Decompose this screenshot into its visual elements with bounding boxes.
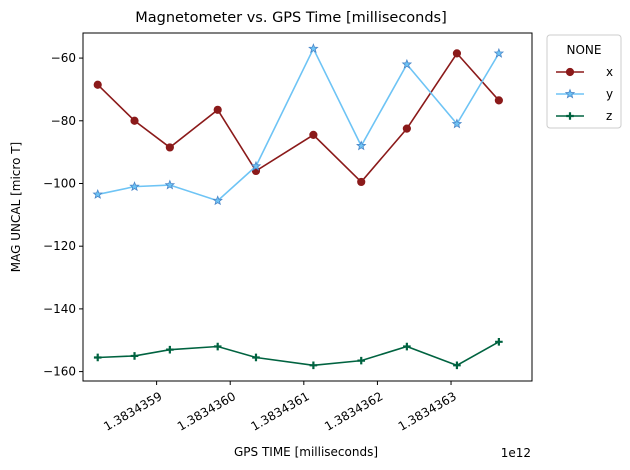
y-axis-ticks: −60 −80 −100 −120 −140 −160 [43, 51, 83, 379]
data-point-y [212, 195, 223, 206]
plot-frame [82, 32, 533, 382]
series-line-x [97, 52, 500, 184]
data-point-z [453, 361, 461, 370]
data-point-x [309, 130, 318, 139]
data-point-y [401, 58, 413, 69]
data-point-z [403, 342, 411, 351]
legend-label-y: y [606, 87, 613, 101]
y-axis-title: MAG UNCAL [micro T] [9, 142, 23, 272]
chart-title: Magnetometer vs. GPS Time [milliseconds] [135, 10, 447, 26]
data-point-x [494, 96, 503, 105]
data-point-z [130, 352, 139, 360]
data-point-z [309, 361, 318, 370]
data-point-z [357, 356, 366, 365]
data-point-x [357, 177, 366, 187]
data-point-y [493, 47, 505, 58]
x-axis-offset-label: 1e12 [501, 446, 531, 460]
data-point-y [164, 179, 176, 190]
data-point-x [402, 124, 411, 133]
y-tick-label: −140 [43, 302, 76, 316]
legend-title: NONE [567, 43, 602, 57]
data-point-y [129, 181, 140, 192]
legend-item-y: y [556, 87, 613, 101]
legend-marker-x [565, 67, 575, 77]
legend-marker-y [564, 88, 576, 99]
data-point-y [250, 160, 262, 171]
data-point-x [213, 105, 222, 114]
data-point-y [92, 188, 103, 199]
y-tick-label: −160 [43, 365, 76, 379]
data-point-x [130, 116, 139, 125]
legend-box [546, 34, 622, 129]
legend-item-z: z [556, 109, 612, 123]
data-point-z [213, 342, 222, 351]
y-tick-label: −120 [43, 239, 76, 253]
data-point-z [93, 353, 102, 362]
y-tick-label: −80 [51, 114, 76, 128]
data-point-x [165, 143, 174, 152]
data-point-z [495, 338, 503, 346]
series-line-y [97, 46, 500, 202]
legend: NONE xyz [546, 34, 622, 129]
legend-items: xyz [556, 65, 613, 123]
y-tick-label: −100 [43, 176, 76, 190]
legend-label-z: z [606, 109, 612, 123]
data-point-x [452, 49, 462, 58]
data-point-y [451, 118, 463, 129]
data-point-z [252, 353, 260, 362]
series-y [92, 43, 505, 206]
x-axis-title: GPS TIME [milliseconds] [234, 445, 378, 459]
legend-item-x: x [556, 65, 613, 79]
y-tick-label: −60 [51, 51, 76, 65]
legend-label-x: x [606, 65, 613, 79]
data-point-x [93, 80, 102, 89]
series-line-z [97, 341, 500, 367]
data-point-y [356, 140, 367, 151]
plot-marks [92, 43, 505, 370]
data-point-y [308, 43, 319, 54]
data-point-z [166, 345, 174, 354]
series-z [93, 338, 503, 370]
legend-marker-z [566, 112, 574, 120]
